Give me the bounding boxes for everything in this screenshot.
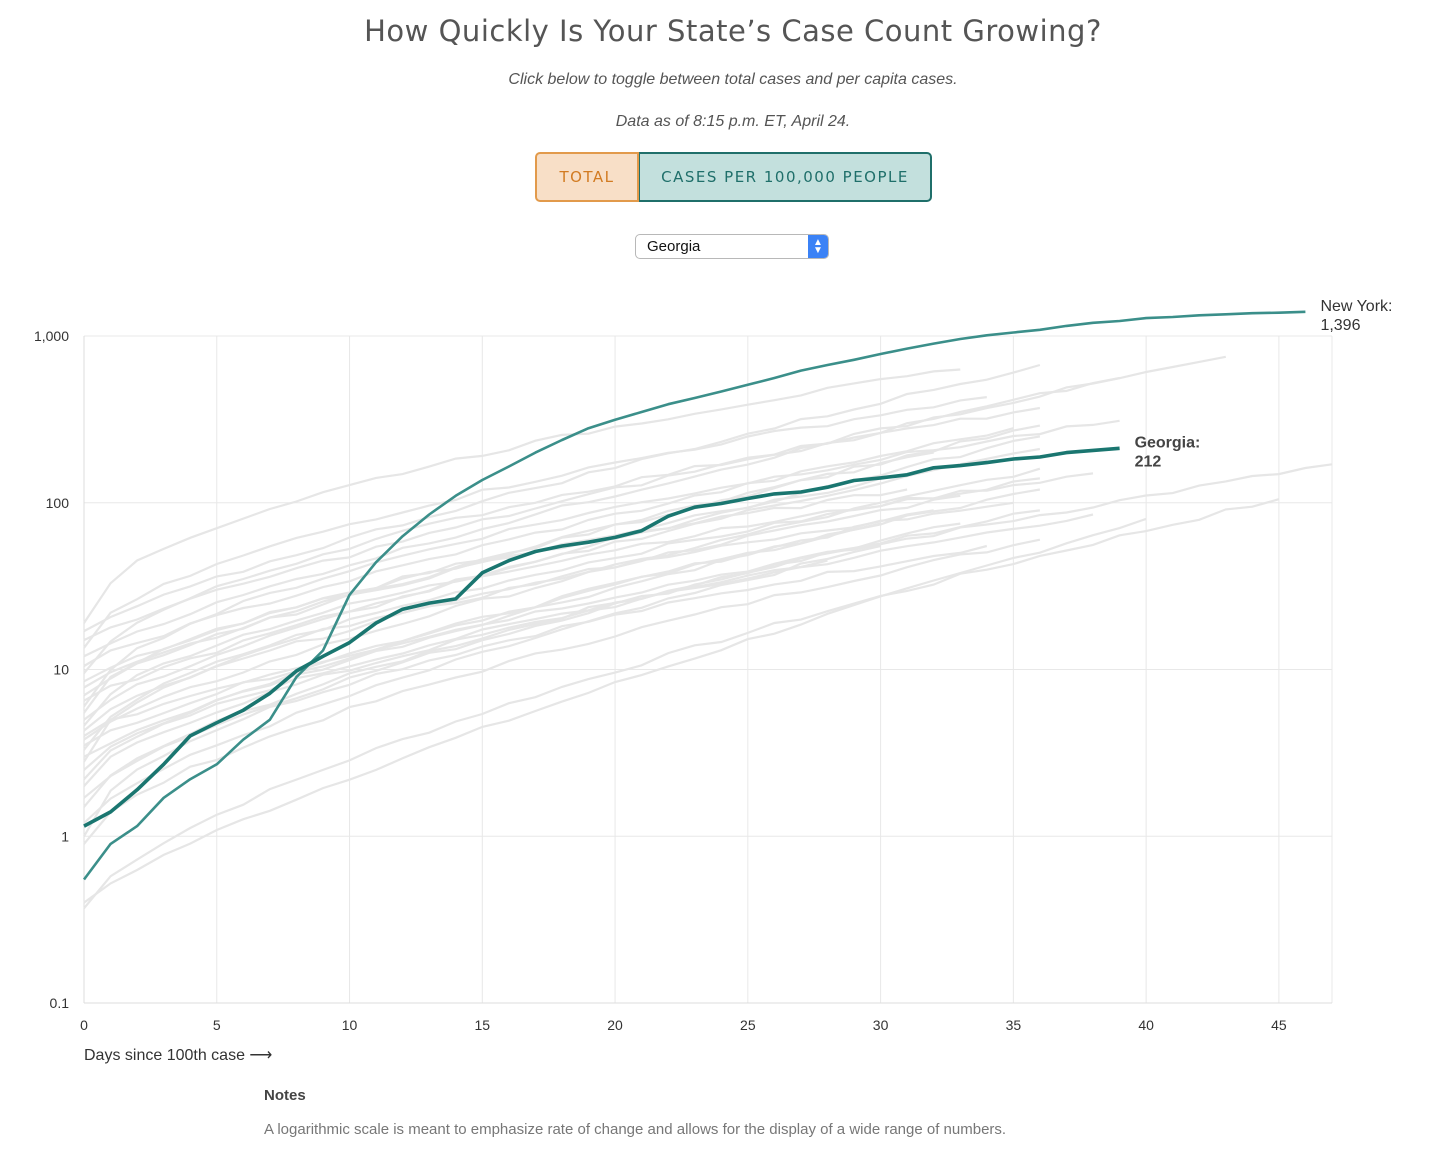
data-timestamp: Data as of 8:15 p.m. ET, April 24. <box>615 113 851 130</box>
georgia-line <box>83 446 1120 828</box>
notes-text: A logarithmic scale is meant to emphasiz… <box>264 1121 1007 1138</box>
background-state-line <box>83 363 1041 633</box>
background-state-line <box>83 559 828 780</box>
background-state-line <box>83 544 881 824</box>
background-state-line <box>83 427 1014 667</box>
new-york-line <box>82 310 1306 881</box>
background-state-line <box>83 396 987 649</box>
x-tick-label: 30 <box>873 1017 889 1033</box>
georgia-label-value: 212 <box>1135 453 1162 470</box>
background-state-line <box>83 463 1333 737</box>
background-state-line <box>83 368 961 624</box>
y-tick-label: 10 <box>53 662 69 678</box>
series-labels: New York: 1,396 Georgia: 212 <box>1135 298 1393 470</box>
x-tick-label: 20 <box>607 1017 623 1033</box>
background-state-line <box>83 517 1147 904</box>
chart-grid <box>83 335 1333 1004</box>
background-state-line <box>83 544 988 837</box>
background-state-line <box>83 355 1227 642</box>
background-state-line <box>83 498 1280 910</box>
background-state-line <box>83 435 1041 702</box>
toggle-per-capita-button[interactable]: CASES PER 100,000 PEOPLE <box>639 152 932 202</box>
updown-chevron-icon: ▲ ▼ <box>808 235 828 258</box>
y-tick-label: 0.1 <box>50 995 70 1011</box>
state-select-value: Georgia <box>647 238 701 255</box>
state-select[interactable]: Georgia ▲ ▼ <box>635 234 829 259</box>
x-tick-label: 45 <box>1271 1017 1287 1033</box>
new-york-label-value: 1,396 <box>1320 317 1360 334</box>
background-state-lines <box>83 355 1333 910</box>
georgia-label-name: Georgia: <box>1135 434 1201 451</box>
metric-toggle: TOTAL CASES PER 100,000 PEOPLE <box>535 152 932 202</box>
toggle-instruction: Click below to toggle between total case… <box>508 71 958 88</box>
notes-heading: Notes <box>264 1087 306 1104</box>
y-tick-label: 1,000 <box>34 328 69 344</box>
case-growth-chart: 0.1 1 10 100 1,000 0 5 10 15 20 25 30 35 40 45 New Yor… <box>34 298 1393 1064</box>
x-tick-label: 35 <box>1006 1017 1022 1033</box>
x-tick-label: 5 <box>213 1017 221 1033</box>
y-tick-label: 100 <box>46 495 70 511</box>
background-state-line <box>83 522 881 747</box>
background-state-line <box>83 419 1120 708</box>
x-tick-label: 0 <box>80 1017 88 1033</box>
background-state-line <box>83 451 934 683</box>
x-tick-label: 15 <box>475 1017 491 1033</box>
new-york-label-name: New York: <box>1320 298 1392 315</box>
chart-title: How Quickly Is Your State’s Case Count G… <box>364 14 1102 48</box>
background-state-line <box>83 538 1041 845</box>
background-state-line <box>83 522 961 799</box>
x-axis-label: Days since 100th case ⟶ <box>84 1047 272 1064</box>
x-tick-label: 25 <box>740 1017 756 1033</box>
x-tick-label: 40 <box>1138 1017 1154 1033</box>
highlight-lines <box>82 310 1306 881</box>
background-state-line <box>83 494 961 732</box>
toggle-total-button[interactable]: TOTAL <box>535 152 639 202</box>
axis-ticks: 0.1 1 10 100 1,000 0 5 10 15 20 25 30 35 40 45 <box>34 328 1287 1033</box>
background-state-line <box>83 509 934 758</box>
background-state-line <box>83 467 1041 741</box>
background-state-line <box>83 472 1094 727</box>
y-tick-label: 1 <box>61 828 69 844</box>
x-tick-label: 10 <box>342 1017 358 1033</box>
